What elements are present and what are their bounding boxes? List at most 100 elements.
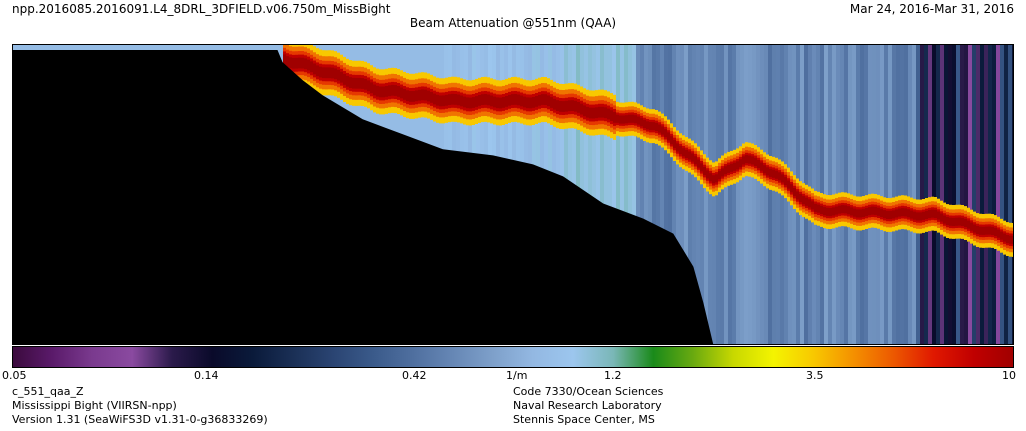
attenuation-layer-cell xyxy=(454,94,457,105)
attenuation-layer-cell xyxy=(343,74,346,85)
attenuation-layer-cell xyxy=(385,86,388,97)
attenuation-layer-cell xyxy=(283,54,286,66)
water-column xyxy=(940,44,944,345)
attenuation-layer-cell xyxy=(580,103,583,115)
colorbar-tick-label: 0.42 xyxy=(402,369,427,382)
water-column xyxy=(760,44,764,345)
attenuation-layer-cell xyxy=(715,174,718,183)
attenuation-layer-cell xyxy=(925,210,928,219)
attenuation-layer-cell xyxy=(604,107,607,119)
water-column xyxy=(924,44,928,345)
attenuation-layer-cell xyxy=(868,207,871,216)
attenuation-layer-cell xyxy=(667,132,670,141)
attenuation-layer-cell xyxy=(706,170,709,179)
water-column xyxy=(1000,44,1004,345)
attenuation-layer-cell xyxy=(412,91,415,102)
attenuation-layer-cell xyxy=(301,57,304,69)
attenuation-layer-cell xyxy=(751,156,754,165)
attenuation-layer-cell xyxy=(364,78,367,90)
water-column xyxy=(616,44,620,345)
colorbar-frame xyxy=(12,346,1014,368)
attenuation-layer-cell xyxy=(889,210,892,219)
attenuation-layer-cell xyxy=(727,164,730,173)
attenuation-layer-cell xyxy=(568,100,571,112)
attenuation-layer-cell xyxy=(658,124,661,133)
water-column xyxy=(768,44,772,345)
attenuation-layer-cell xyxy=(799,194,802,203)
water-column xyxy=(652,44,656,345)
attenuation-layer-cell xyxy=(721,168,724,177)
attenuation-layer-cell xyxy=(814,203,817,212)
attenuation-layer-cell xyxy=(523,96,526,108)
attenuation-layer-cell xyxy=(913,211,916,220)
water-column xyxy=(964,44,968,345)
attenuation-layer-cell xyxy=(388,85,391,97)
attenuation-layer-cell xyxy=(685,149,688,158)
attenuation-layer-cell xyxy=(832,207,835,216)
attenuation-layer-cell xyxy=(346,75,349,87)
water-column xyxy=(772,44,776,345)
attenuation-layer-cell xyxy=(934,209,937,218)
organization-name: Naval Research Laboratory xyxy=(513,399,662,412)
attenuation-layer-cell xyxy=(742,156,745,165)
attenuation-layer-cell xyxy=(373,84,376,96)
attenuation-layer-cell xyxy=(640,118,643,127)
attenuation-layer-cell xyxy=(967,220,970,229)
attenuation-layer-cell xyxy=(637,116,640,125)
colorbar-tick-label: 1.2 xyxy=(604,369,622,382)
attenuation-layer-cell xyxy=(907,209,910,218)
water-column xyxy=(996,44,1000,345)
attenuation-layer-cell xyxy=(697,159,700,168)
attenuation-layer-cell xyxy=(673,140,676,149)
water-column xyxy=(992,44,996,345)
attenuation-layer-cell xyxy=(820,205,823,214)
attenuation-layer-cell xyxy=(286,56,289,67)
attenuation-layer-cell xyxy=(307,59,310,71)
colorbar xyxy=(12,346,1014,368)
attenuation-layer-cell xyxy=(556,100,559,111)
attenuation-layer-cell xyxy=(1000,231,1003,240)
water-column xyxy=(860,44,864,345)
water-column xyxy=(920,44,924,345)
water-column xyxy=(664,44,668,345)
attenuation-layer-cell xyxy=(310,61,313,73)
attenuation-layer-cell xyxy=(409,91,412,102)
water-column xyxy=(608,44,612,345)
attenuation-layer-cell xyxy=(535,96,538,107)
attenuation-layer-cell xyxy=(340,71,343,83)
attenuation-layer-cell xyxy=(787,180,790,189)
water-column xyxy=(640,44,644,345)
attenuation-layer-cell xyxy=(805,197,808,206)
attenuation-layer-cell xyxy=(298,57,301,69)
attenuation-layer-cell xyxy=(766,167,769,176)
water-column xyxy=(880,44,884,345)
attenuation-layer-cell xyxy=(349,77,352,88)
attenuation-layer-cell xyxy=(802,196,805,205)
water-column xyxy=(660,44,664,345)
attenuation-layer-cell xyxy=(796,191,799,200)
software-version: Version 1.31 (SeaWiFS3D v1.31-0-g3683326… xyxy=(12,413,268,426)
attenuation-layer-cell xyxy=(949,217,952,226)
attenuation-layer-cell xyxy=(628,114,631,123)
attenuation-layer-cell xyxy=(622,115,625,124)
water-column xyxy=(720,44,724,345)
water-column xyxy=(984,44,988,345)
attenuation-layer-cell xyxy=(877,207,880,216)
attenuation-layer-cell xyxy=(448,94,451,105)
water-column xyxy=(864,44,868,345)
attenuation-layer-cell xyxy=(823,207,826,216)
attenuation-layer-cell xyxy=(430,92,433,103)
attenuation-layer-cell xyxy=(997,229,1000,238)
water-column xyxy=(888,44,892,345)
attenuation-layer-cell xyxy=(460,95,463,107)
attenuation-layer-cell xyxy=(745,155,748,164)
attenuation-layer-cell xyxy=(490,95,493,107)
attenuation-layer-cell xyxy=(682,148,685,157)
attenuation-layer-cell xyxy=(421,89,424,101)
attenuation-layer-cell xyxy=(961,217,964,226)
attenuation-layer-cell xyxy=(757,160,760,169)
attenuation-layer-cell xyxy=(520,95,523,107)
attenuation-layer-cell xyxy=(676,143,679,152)
attenuation-layer-cell xyxy=(634,115,637,124)
water-column xyxy=(736,44,740,345)
